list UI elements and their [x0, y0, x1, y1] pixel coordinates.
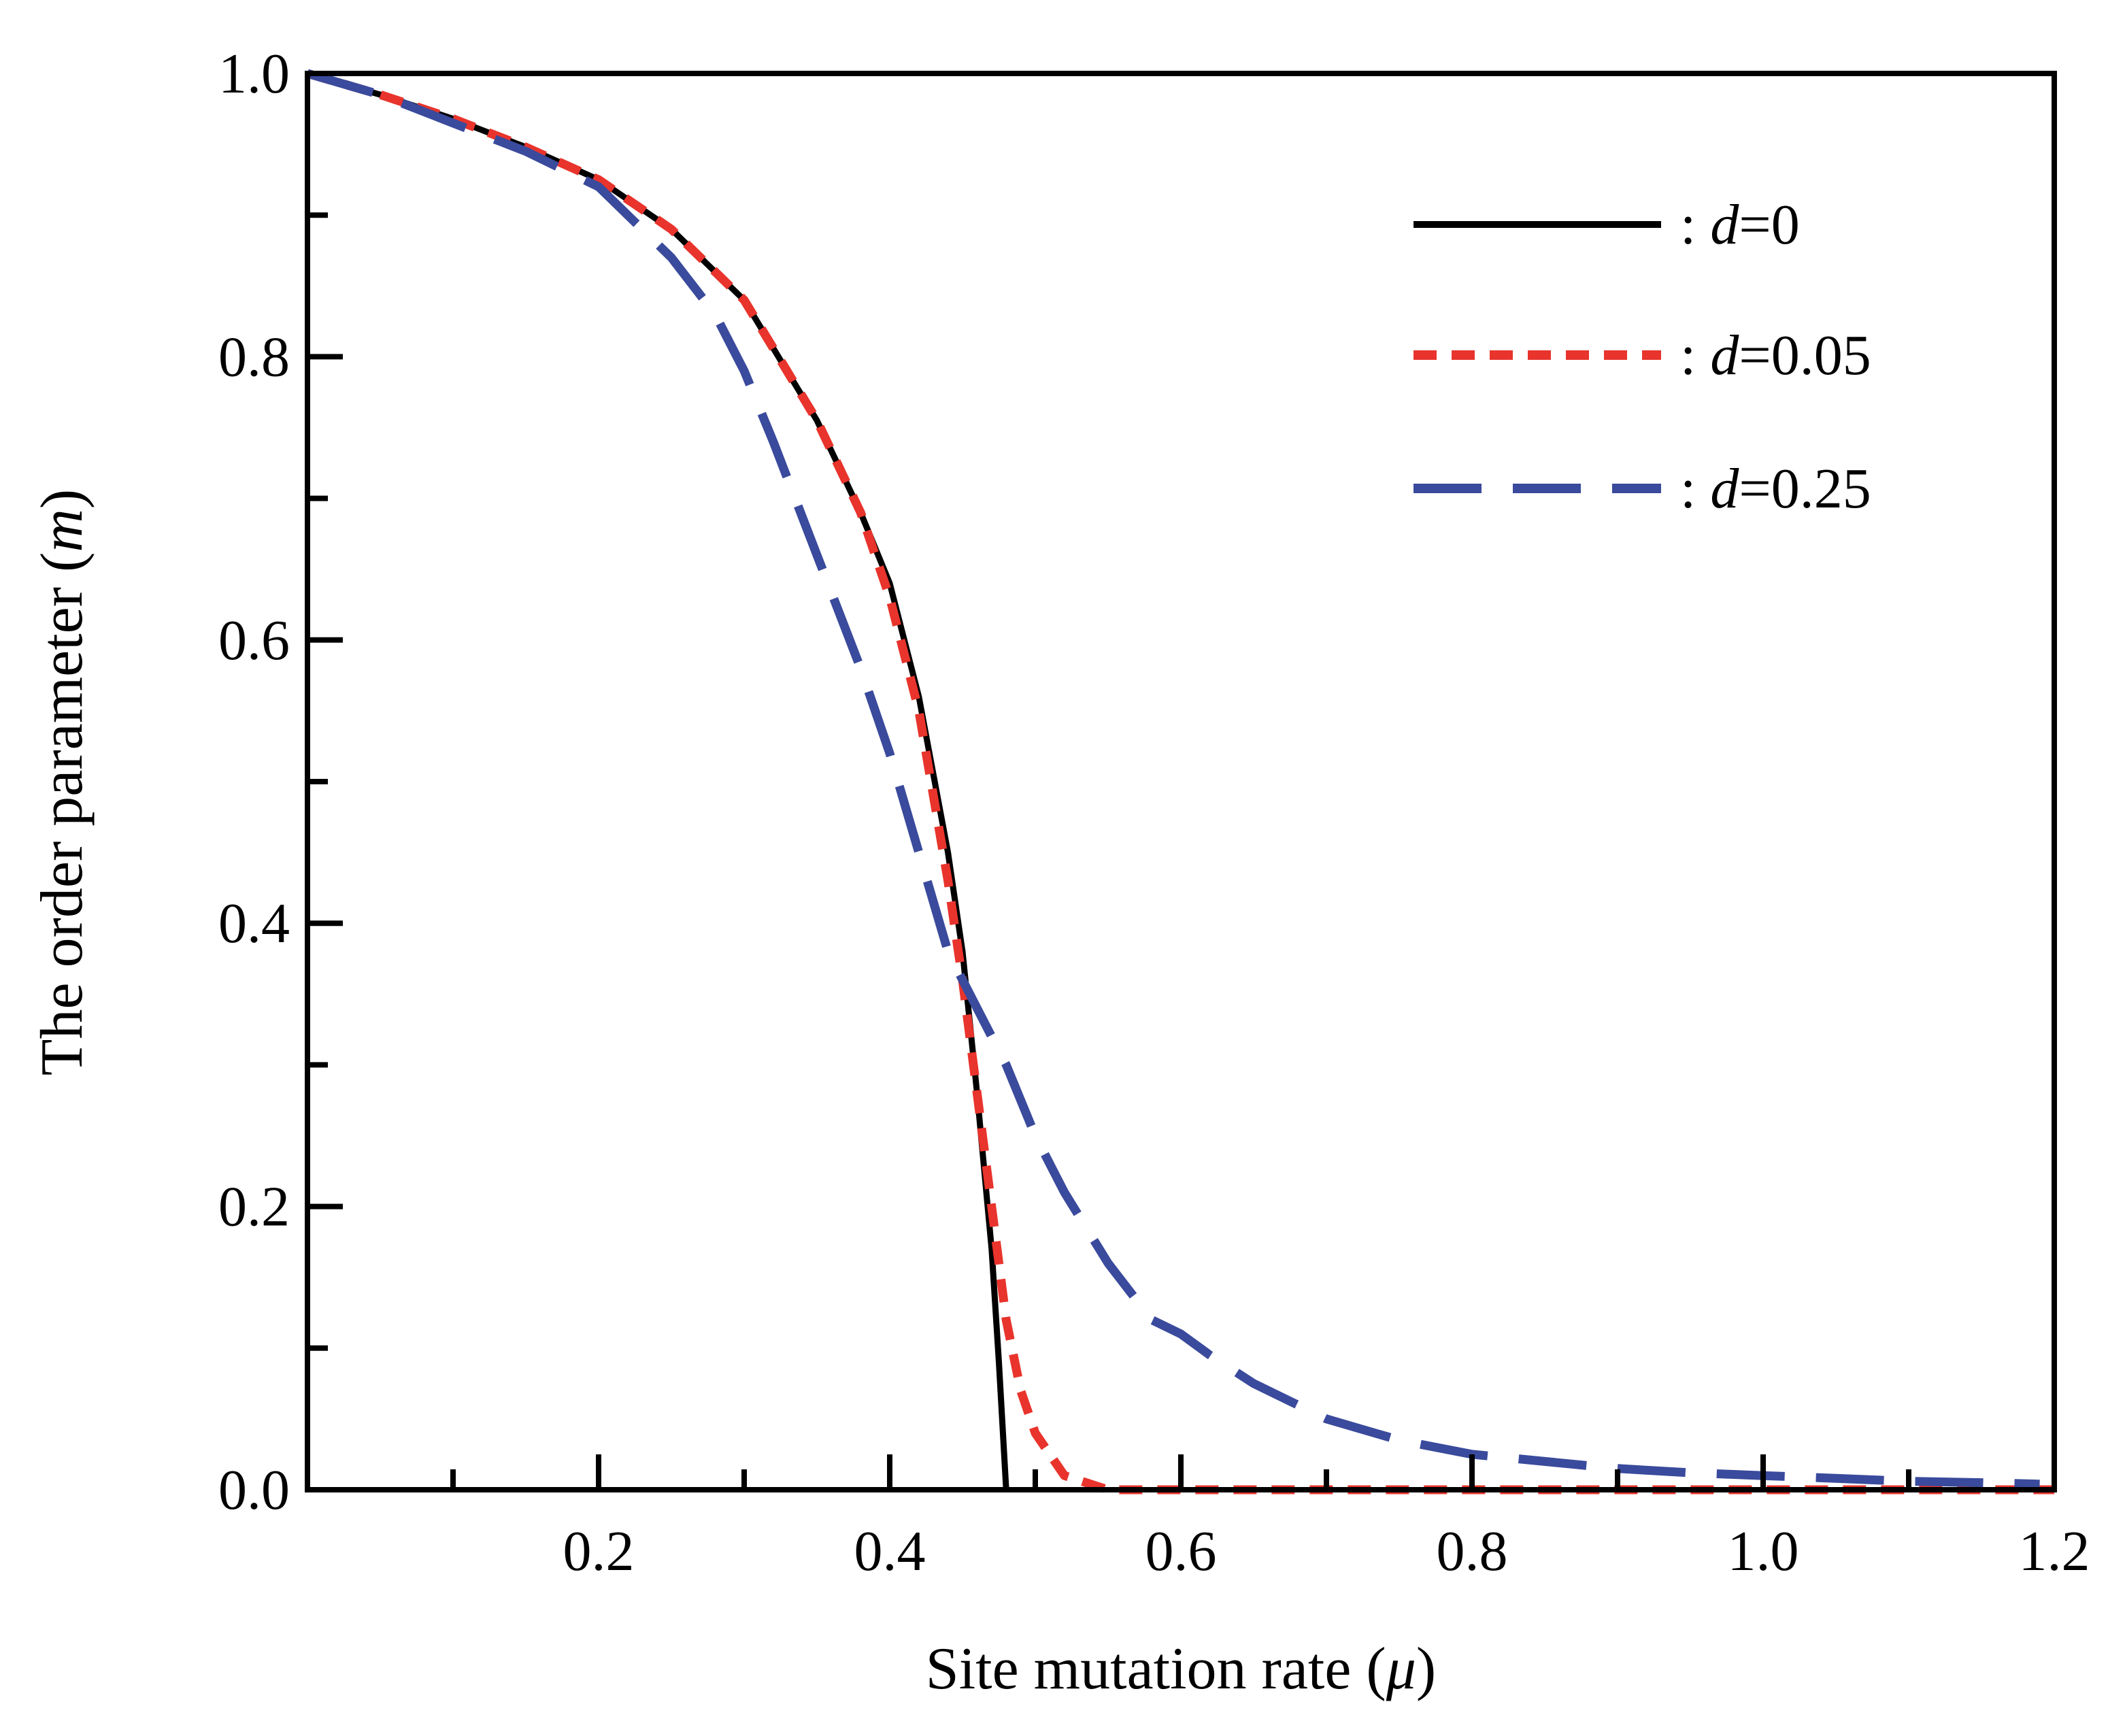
- x-tick-label: 0.4: [854, 1520, 926, 1583]
- x-tick-label: 0.2: [563, 1520, 635, 1583]
- x-tick-label: 0.6: [1145, 1520, 1217, 1583]
- y-tick-label: 0.6: [218, 609, 290, 672]
- plot-frame: [305, 71, 2057, 1492]
- y-tick-label: 0.0: [218, 1458, 290, 1522]
- series-line-0: [306, 70, 1009, 1490]
- plot-lines: [306, 69, 2054, 1495]
- tick-labels: 0.2 0.4 0.6 0.8 1.0 1.2 0.0 0.2 0.4 0.6 0.8 1.0: [218, 42, 2090, 1583]
- y-tick-label: 0.8: [218, 325, 290, 388]
- legend-label-1: : d=0.05: [1680, 324, 1871, 387]
- y-axis-label: The order parameter (m): [29, 489, 95, 1075]
- legend-label-2: : d=0.25: [1680, 457, 1871, 520]
- x-axis-label: Site mutation rate (μ): [926, 1636, 1436, 1702]
- x-tick-label: 1.0: [1728, 1520, 1799, 1583]
- y-tick-label: 1.0: [218, 42, 290, 105]
- series-line-2: [306, 69, 2040, 1489]
- x-tick-label: 1.2: [2019, 1520, 2090, 1583]
- x-tick-label: 0.8: [1437, 1520, 1508, 1583]
- legend: : d=0 : d=0.05 : d=0.25: [1413, 193, 1871, 520]
- series-line-1: [306, 69, 2054, 1495]
- legend-label-0: : d=0: [1680, 193, 1800, 256]
- axis-ticks: [307, 212, 1911, 1490]
- y-tick-label: 0.2: [218, 1175, 290, 1239]
- y-tick-label: 0.4: [218, 892, 290, 955]
